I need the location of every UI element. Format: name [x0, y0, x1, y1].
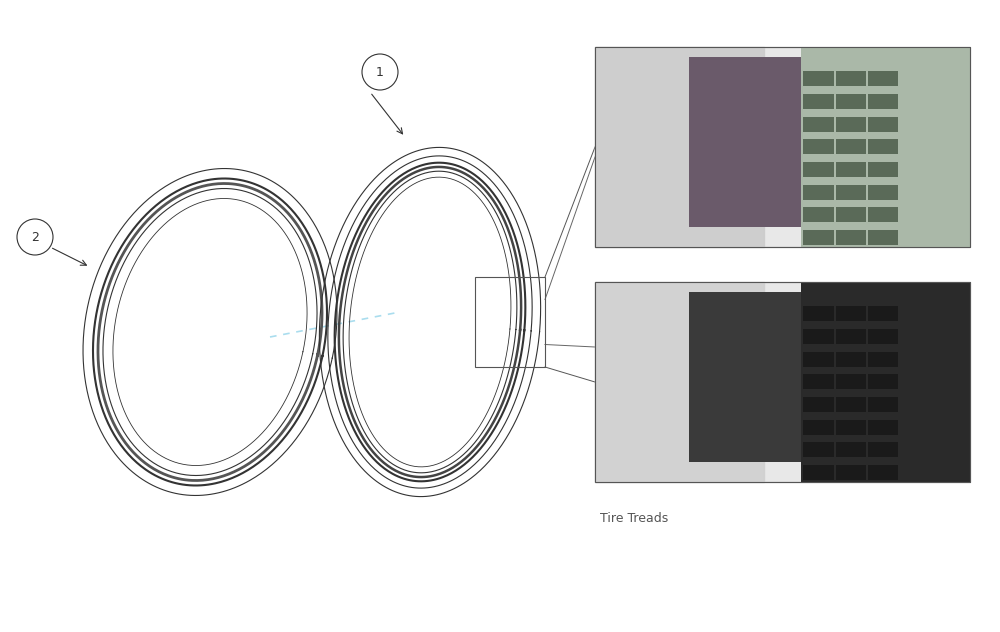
Bar	[868, 351, 898, 367]
Bar	[868, 397, 898, 412]
Bar	[803, 230, 834, 245]
Bar	[595, 282, 970, 482]
Bar	[836, 139, 866, 154]
Bar	[803, 94, 834, 109]
Bar	[836, 351, 866, 367]
Bar	[836, 374, 866, 389]
Bar	[689, 57, 820, 227]
Bar	[868, 185, 898, 200]
Bar	[803, 185, 834, 200]
Bar	[836, 442, 866, 458]
Bar	[475, 277, 545, 367]
Bar	[803, 207, 834, 222]
Bar	[803, 420, 834, 435]
Text: Tire Treads: Tire Treads	[600, 512, 668, 525]
Bar	[868, 94, 898, 109]
Bar	[836, 465, 866, 480]
Bar	[868, 207, 898, 222]
Bar	[836, 207, 866, 222]
Bar	[836, 116, 866, 131]
Bar	[803, 116, 834, 131]
Bar	[836, 71, 866, 87]
Bar	[595, 282, 970, 482]
Bar	[801, 47, 970, 247]
Bar	[868, 116, 898, 131]
Bar	[836, 230, 866, 245]
Bar	[836, 329, 866, 344]
Bar	[803, 162, 834, 177]
Bar	[868, 442, 898, 458]
Bar	[689, 292, 820, 462]
Text: 2: 2	[31, 231, 39, 243]
Bar	[836, 420, 866, 435]
Bar	[836, 185, 866, 200]
Bar	[868, 420, 898, 435]
Bar	[803, 465, 834, 480]
Bar	[836, 162, 866, 177]
Bar	[803, 397, 834, 412]
Bar	[595, 47, 970, 247]
Circle shape	[17, 219, 53, 255]
Bar	[868, 306, 898, 321]
Bar	[801, 282, 970, 482]
Bar	[836, 94, 866, 109]
Circle shape	[362, 54, 398, 90]
Bar	[803, 442, 834, 458]
Bar	[868, 162, 898, 177]
Bar	[595, 47, 970, 247]
Bar	[803, 374, 834, 389]
Bar	[836, 306, 866, 321]
Bar	[803, 71, 834, 87]
Bar	[803, 306, 834, 321]
Bar	[868, 71, 898, 87]
Bar	[868, 374, 898, 389]
Bar	[868, 230, 898, 245]
Bar	[803, 329, 834, 344]
Bar	[868, 329, 898, 344]
Bar	[868, 139, 898, 154]
Bar	[836, 397, 866, 412]
Bar	[803, 139, 834, 154]
Bar	[803, 351, 834, 367]
Text: 1: 1	[376, 66, 384, 78]
Bar	[868, 465, 898, 480]
